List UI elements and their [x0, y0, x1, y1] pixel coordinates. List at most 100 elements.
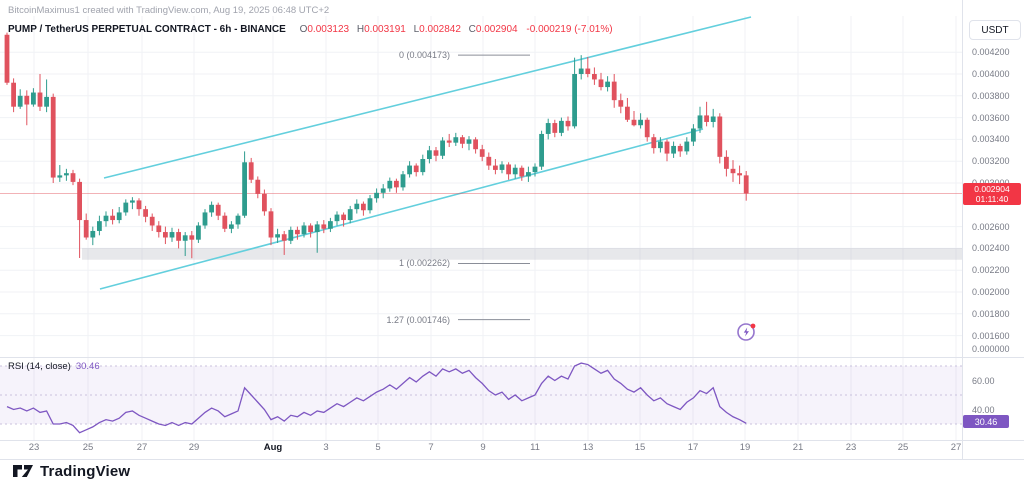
candle-body [268, 211, 274, 238]
fib-level-1.27-label[interactable]: 1.27 (0.001746) [386, 315, 450, 325]
candle-body [717, 116, 723, 157]
candle-body [526, 172, 531, 177]
candle-body [149, 216, 155, 226]
candle-body [638, 119, 643, 126]
rsi-axis-label: 60.00 [972, 375, 995, 386]
tradingview-logo[interactable]: TradingView [12, 461, 130, 481]
price-axis-label: 0.003200 [972, 156, 1010, 167]
candle-body [512, 167, 518, 175]
candle-body [572, 74, 577, 127]
price-axis-label: 0.002200 [972, 265, 1010, 276]
time-axis-label: 9 [480, 442, 486, 453]
candle-body [143, 209, 148, 217]
candle-body [578, 68, 584, 74]
time-axis-label: 29 [188, 442, 200, 453]
candle-body [644, 119, 650, 138]
support-zone[interactable] [82, 247, 962, 260]
candle-countdown: 01:11:40 [975, 194, 1009, 204]
candle-body [394, 180, 399, 188]
candle-body [479, 149, 485, 157]
ohlc-high: H0.003191 [356, 24, 406, 35]
candle-body [31, 92, 36, 105]
candle-body [189, 235, 195, 240]
candle-body [97, 221, 102, 231]
price-axis-border [962, 0, 963, 459]
candle-body [301, 225, 307, 235]
time-axis-label: 21 [792, 442, 804, 453]
rsi-value-tag: 30.46 [963, 415, 1009, 428]
candle-body [116, 212, 122, 221]
candle-body [539, 133, 544, 167]
candle-body [182, 235, 188, 241]
alert-lightning-icon[interactable] [736, 321, 758, 343]
fib-level-1-label[interactable]: 1 (0.002262) [398, 258, 450, 268]
price-axis-label: 0.002400 [972, 243, 1010, 254]
price-axis-label: 0.002000 [972, 287, 1010, 297]
symbol-title[interactable]: PUMP / TetherUS PERPETUAL CONTRACT - 6h … [8, 24, 286, 35]
channel-trendline[interactable] [103, 16, 752, 179]
ohlc-low: L0.002842 [413, 24, 461, 35]
candle-body [519, 167, 525, 177]
candle-body [83, 220, 89, 238]
ohlc-open: O0.003123 [299, 24, 350, 35]
channel-trendline[interactable] [99, 128, 704, 290]
candle-body [651, 137, 657, 149]
candle-body [413, 165, 419, 173]
candle-body [202, 212, 208, 226]
candle-body [466, 139, 472, 144]
candle-body [176, 232, 181, 241]
candle-body [169, 232, 175, 238]
candle-body [545, 123, 551, 134]
rsi-indicator-legend[interactable]: RSI (14, close) 30.46 [8, 361, 100, 372]
candle-body [684, 141, 690, 152]
pane-separator[interactable] [0, 357, 1024, 358]
candle-body [664, 141, 670, 154]
candle-body [532, 166, 538, 173]
candle-body [387, 180, 393, 189]
symbol-legend[interactable]: PUMP / TetherUS PERPETUAL CONTRACT - 6h … [8, 24, 613, 35]
time-axis-label: 25 [82, 442, 94, 453]
candle-body [37, 92, 43, 107]
candle-body [631, 119, 637, 126]
last-price-value: 0.002904 [974, 184, 1010, 194]
candle-body [592, 74, 597, 80]
currency-toggle-button[interactable]: USDT [969, 20, 1021, 40]
candle-body [433, 150, 439, 156]
candle-body [281, 234, 287, 241]
candle-body [334, 214, 340, 222]
candle-body [57, 175, 63, 178]
tradingview-logo-text: TradingView [40, 462, 131, 480]
candle-body [209, 204, 214, 213]
price-change: -0.000219 (-7.01%) [526, 24, 613, 35]
fib-level-0-label[interactable]: 0 (0.004173) [398, 50, 450, 60]
candle-body [288, 229, 294, 241]
time-axis-label: 25 [897, 442, 909, 453]
candle-body [275, 234, 280, 238]
candle-body [671, 145, 676, 154]
price-axis-label: 0.001600 [972, 330, 1010, 341]
time-axis-label: Aug [263, 442, 283, 453]
time-axis-label: 23 [28, 442, 40, 453]
candle-body [70, 173, 76, 182]
candle-body [427, 150, 432, 160]
time-axis-label: 5 [375, 442, 381, 453]
candle-body [585, 68, 591, 74]
time-axis-label: 19 [739, 442, 751, 453]
candle-body [163, 232, 168, 238]
price-axis-label: 0.003800 [972, 90, 1010, 101]
last-price-tag: 0.002904 01:11:40 [963, 183, 1021, 205]
candle-body [473, 139, 478, 150]
candle-body [704, 115, 709, 122]
candle-body [697, 115, 703, 129]
time-axis-label: 13 [582, 442, 594, 453]
price-axis-label: 0.003600 [972, 112, 1010, 123]
candle-body [196, 225, 201, 240]
rsi-indicator-name: RSI (14, close) [8, 361, 71, 372]
candle-body [400, 174, 406, 188]
candle-body [11, 82, 16, 107]
candle-body [486, 156, 492, 166]
candle-body [308, 225, 313, 233]
candle-body [255, 179, 261, 194]
